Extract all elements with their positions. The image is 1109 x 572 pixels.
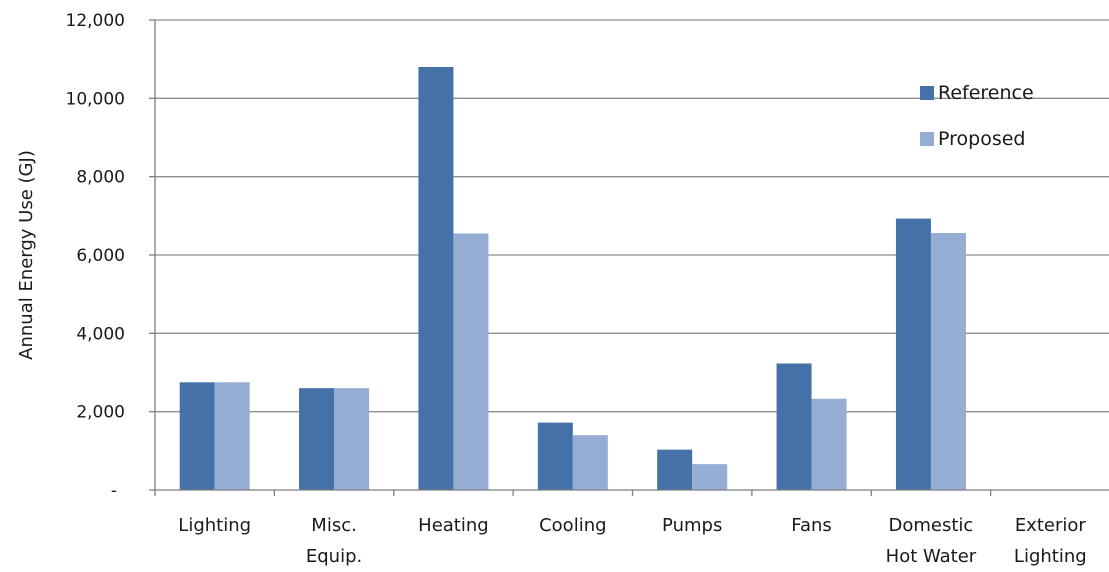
bar-proposed-0	[214, 382, 250, 490]
y-tick-label: 6,000	[76, 246, 125, 266]
legend-label-reference: Reference	[938, 82, 1034, 104]
legend-swatch-reference	[920, 86, 934, 100]
x-tick-label: Misc.	[311, 515, 357, 536]
bar-proposed-6	[930, 233, 966, 491]
y-axis-label: Annual Energy Use (GJ)	[16, 150, 37, 360]
bar-proposed-2	[453, 233, 489, 491]
bar-reference-4	[657, 449, 693, 490]
bar-reference-2	[418, 67, 454, 490]
legend: Reference Proposed	[920, 82, 1034, 150]
x-tick-label: Hot Water	[886, 546, 977, 567]
bar-proposed-1	[334, 388, 370, 490]
legend-swatch-proposed	[920, 132, 934, 146]
x-tick-label: Cooling	[539, 515, 606, 536]
x-tick-label: Lighting	[178, 515, 251, 536]
x-tick-label: Pumps	[662, 515, 722, 536]
x-tick-label: Fans	[791, 515, 832, 536]
y-tick-label: -	[111, 481, 117, 501]
bar-reference-6	[895, 218, 931, 490]
x-tick-label: Lighting	[1014, 546, 1087, 567]
x-tick-label: Domestic	[889, 515, 974, 536]
legend-label-proposed: Proposed	[938, 128, 1025, 150]
bar-proposed-3	[572, 435, 608, 490]
y-tick-label: 10,000	[66, 89, 125, 109]
x-tick-label: Heating	[418, 515, 489, 536]
bar-reference-3	[537, 422, 573, 490]
y-tick-labels: - 2,000 4,000 6,000 8,000 10,000 12,000	[66, 11, 125, 501]
bars	[179, 67, 966, 491]
y-tick-label: 8,000	[76, 168, 125, 188]
y-tick-label: 12,000	[66, 11, 125, 31]
y-tick-label: 2,000	[76, 403, 125, 423]
axes	[149, 19, 1109, 496]
bar-reference-5	[776, 363, 812, 490]
y-tick-label: 4,000	[76, 324, 125, 344]
x-tick-label: Exterior	[1015, 515, 1087, 536]
bar-reference-1	[299, 388, 335, 490]
bar-proposed-5	[811, 398, 847, 490]
x-tick-labels: Lighting Misc. Equip. Heating Cooling Pumps Fa…	[178, 515, 1086, 567]
x-tick-label: Equip.	[306, 546, 362, 567]
bar-reference-0	[179, 382, 215, 490]
bar-proposed-4	[692, 464, 728, 490]
